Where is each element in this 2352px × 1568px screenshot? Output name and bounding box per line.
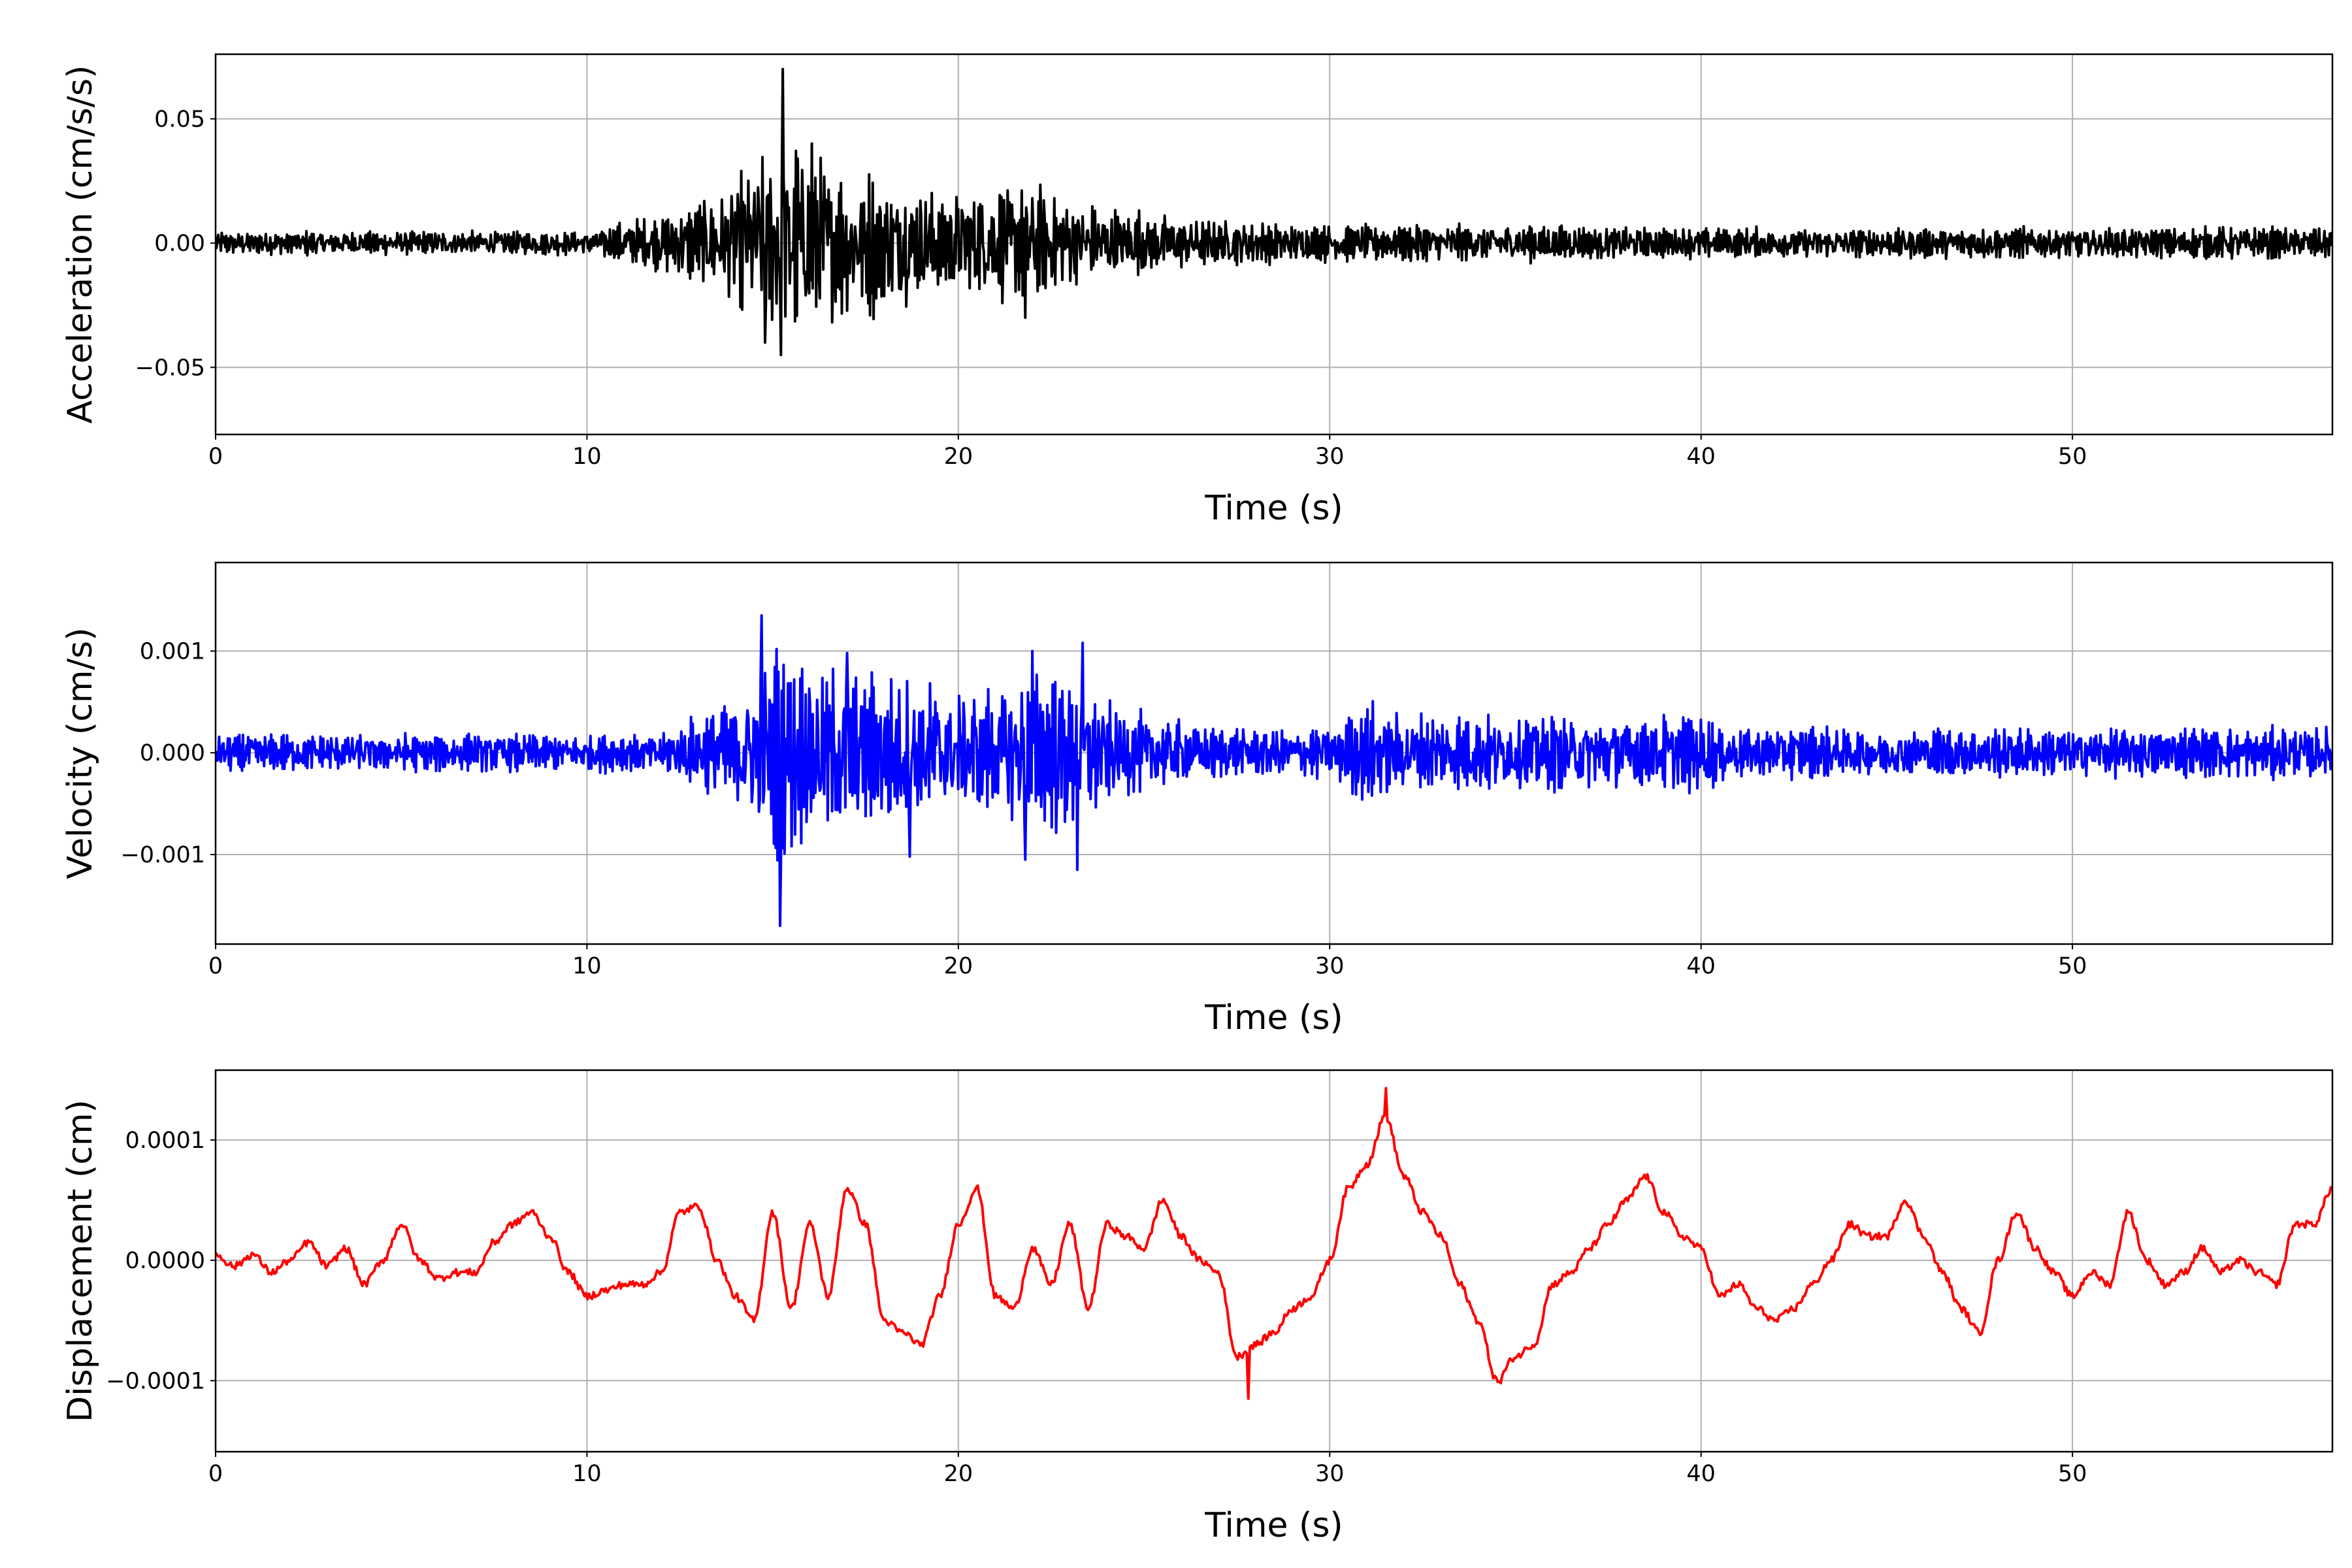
y-tick-label: 0.00 [154, 231, 205, 257]
y-tick-label: −0.05 [135, 355, 205, 381]
y-tick-label: −0.0001 [106, 1368, 205, 1394]
y-tick-label: 0.001 [140, 638, 205, 664]
x-tick-label: 50 [2058, 444, 2087, 470]
x-axis-label: Time (s) [1204, 1506, 1343, 1545]
x-tick-label: 40 [1686, 953, 1716, 979]
x-tick-label: 0 [208, 444, 223, 470]
x-axis-label: Time (s) [1204, 489, 1343, 528]
axes-frame [214, 561, 2334, 945]
x-tick-label: 30 [1315, 1461, 1345, 1487]
x-tick-label: 40 [1686, 1461, 1716, 1487]
displacement-subplot: 0 10 20 30 40 50 −0.0001 0.0000 0.0001 Time (s) Di… [61, 1069, 2334, 1545]
x-tick-label: 20 [944, 953, 973, 979]
x-tick-label: 0 [208, 953, 223, 979]
x-tick-label: 10 [572, 953, 602, 979]
x-tick-label: 30 [1315, 953, 1345, 979]
x-axis-label: Time (s) [1204, 998, 1343, 1037]
y-axis-label: Velocity (cm/s) [61, 628, 100, 879]
x-tick-label: 10 [572, 1461, 602, 1487]
acceleration-subplot: 0 10 20 30 40 50 −0.05 0.00 0.05 Time (s) Accelera… [61, 53, 2334, 528]
x-tick-label: 0 [208, 1461, 223, 1487]
x-tick-label: 40 [1686, 444, 1716, 470]
y-tick-label: 0.0000 [125, 1248, 205, 1274]
y-axis-label: Acceleration (cm/s/s) [61, 65, 100, 424]
y-tick-label: −0.001 [120, 842, 205, 868]
axes-frame [214, 1069, 2334, 1453]
y-axis-label: Displacement (cm) [61, 1100, 100, 1422]
acceleration-series-line [216, 67, 2332, 357]
x-tick-label: 30 [1315, 444, 1345, 470]
velocity-series-line [216, 614, 2332, 927]
y-tick-label: 0.0001 [125, 1128, 205, 1154]
x-tick-label: 50 [2058, 953, 2087, 979]
x-tick-label: 10 [572, 444, 602, 470]
x-tick-label: 20 [944, 1461, 973, 1487]
velocity-subplot: 0 10 20 30 40 50 −0.001 0.000 0.001 Time (s) Veloc… [61, 561, 2334, 1037]
x-tick-label: 50 [2058, 1461, 2087, 1487]
y-tick-label: 0.000 [140, 740, 205, 766]
axes-frame [214, 53, 2334, 436]
displacement-series-line [216, 1086, 2332, 1400]
x-tick-label: 20 [944, 444, 973, 470]
y-tick-label: 0.05 [154, 106, 205, 133]
